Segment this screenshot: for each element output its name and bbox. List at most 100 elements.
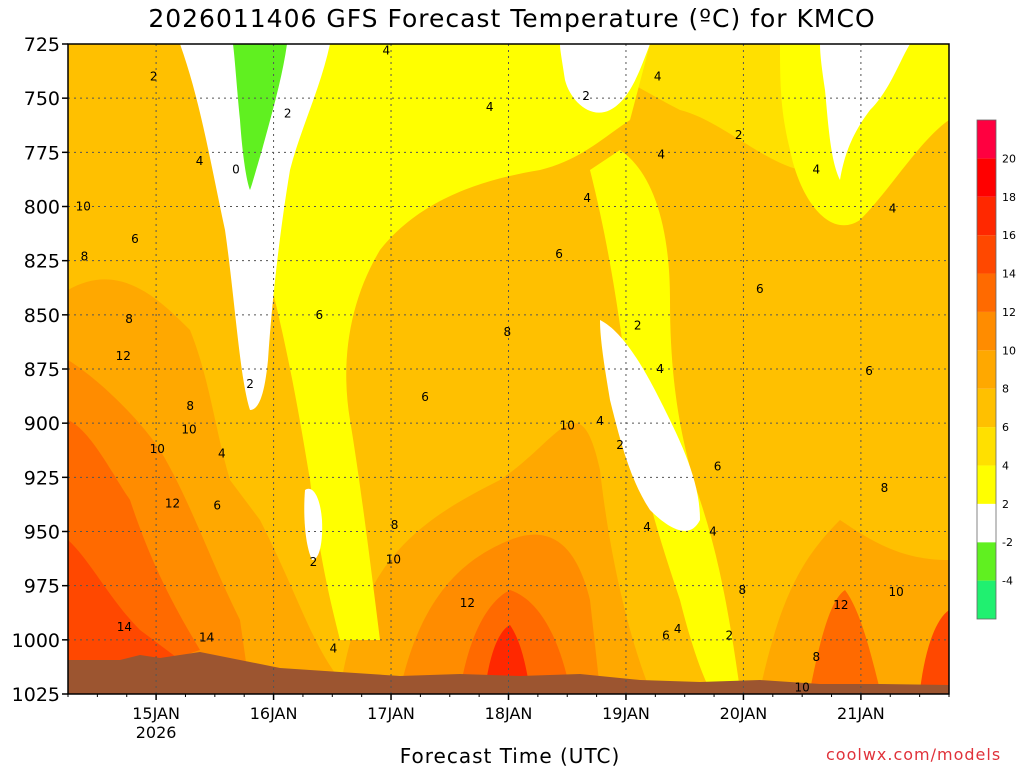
y-tick-label: 850 [24, 305, 60, 327]
x-tick-label: 20JAN [720, 704, 768, 723]
contour-label: 2 [284, 106, 292, 120]
colorbar-label: 10 [1002, 344, 1016, 357]
y-tick-label: 1025 [12, 684, 60, 706]
y-tick-label: 725 [24, 34, 60, 56]
contour-label: 10 [386, 553, 401, 567]
contour-label: 4 [596, 414, 604, 428]
contour-label: 10 [150, 442, 165, 456]
contour-label: 0 [232, 163, 240, 177]
colorbar-label: 4 [1002, 459, 1009, 472]
x-tick-label: 18JAN [485, 704, 533, 723]
colorbar-bin [977, 158, 996, 197]
y-tick-label: 800 [24, 197, 60, 219]
contour-label: 4 [889, 202, 897, 216]
colorbar-bin [977, 503, 996, 543]
colorbar-bin [977, 120, 996, 159]
contour-label: 4 [486, 100, 494, 114]
contour-label: 2 [726, 629, 734, 643]
ground-surface [68, 652, 949, 694]
field-cold-d [304, 488, 323, 560]
grid-lines [68, 43, 949, 695]
contour-label: 4 [218, 447, 226, 461]
contour-label: 10 [181, 423, 196, 437]
y-tick-label: 975 [24, 576, 60, 598]
colorbar-label: 16 [1002, 229, 1016, 242]
contour-label: 6 [865, 364, 873, 378]
contour-label: 2 [616, 438, 624, 452]
colorbar-label: 18 [1002, 191, 1016, 204]
contour-label: 10 [795, 681, 810, 695]
field-cool-d [780, 44, 949, 226]
contour-label: 4 [583, 191, 591, 205]
colorbar-bin [977, 465, 996, 504]
contour-label: 6 [131, 232, 139, 246]
field-warm-j [810, 590, 880, 690]
contour-label: 4 [709, 525, 717, 539]
field-cold-e [560, 44, 650, 113]
field-cold-a [180, 44, 330, 410]
contour-label: 8 [812, 650, 820, 664]
x-tick-label: 15JAN [132, 704, 180, 723]
contour-label: 12 [460, 596, 475, 610]
contour-label: 6 [213, 499, 221, 513]
colorbar-bin [977, 350, 996, 389]
colorbar-label: 20 [1002, 152, 1016, 165]
contour-label: 6 [714, 460, 722, 474]
chart-title: 2026011406 GFS Forecast Temperature (ºC)… [148, 4, 876, 33]
y-tick-label: 900 [24, 413, 60, 435]
colorbar-bin [977, 580, 996, 619]
colorbar-bin [977, 388, 996, 428]
contour-label: 2 [150, 70, 158, 84]
contour-label: 4 [674, 622, 682, 636]
y-tick-label: 775 [24, 142, 60, 164]
contour-label: 4 [196, 154, 204, 168]
contour-label: 6 [316, 308, 324, 322]
y-tick-label: 950 [24, 522, 60, 544]
colorbar-bin [977, 311, 996, 351]
colorbar-frame [976, 119, 997, 620]
contour-label: 10 [888, 585, 903, 599]
contour-label: 8 [504, 325, 512, 339]
contour-label: 2 [582, 89, 590, 103]
contour-label: 4 [656, 362, 664, 376]
contour-label: 12 [165, 496, 180, 510]
y-tick-label: 925 [24, 467, 60, 489]
x-axis-title: Forecast Time (UTC) [399, 744, 621, 768]
x-tick-label: 16JAN [250, 704, 298, 723]
y-tick-label: 825 [24, 251, 60, 273]
colorbar-label: 2 [1002, 498, 1009, 511]
contour-label: 6 [555, 247, 563, 261]
colorbar-label: 14 [1002, 268, 1016, 281]
contour-label: 14 [117, 620, 132, 634]
contour-label: 8 [391, 518, 399, 532]
contour-label: 6 [662, 629, 670, 643]
field-cold-f [820, 44, 910, 180]
y-tick-label: 1000 [12, 630, 60, 652]
contour-label: 6 [756, 282, 764, 296]
source-credit: coolwx.com/models [826, 745, 1002, 764]
contour-label: 2 [634, 319, 642, 333]
colorbar-legend: -4 -2 2 4 6 8 10 12 14 16 18 20 [976, 119, 1016, 620]
contour-label: 12 [833, 598, 848, 612]
field-cold-c [600, 320, 700, 531]
y-tick-label: 875 [24, 359, 60, 381]
colorbar-bin [977, 196, 996, 236]
contour-label: 8 [738, 583, 746, 597]
contour-label: 6 [421, 390, 429, 404]
contour-label: 14 [199, 631, 214, 645]
contour-label: 8 [881, 481, 889, 495]
contour-label: 2 [735, 128, 743, 142]
contour-label: 2 [246, 377, 254, 391]
colorbar-label: -4 [1002, 575, 1013, 588]
colorbar-bin [977, 427, 996, 466]
contour-label: 8 [81, 249, 89, 263]
contour-label: 2 [310, 555, 318, 569]
colorbar-label: -2 [1002, 536, 1013, 549]
contour-label: 4 [383, 44, 391, 58]
contour-label: 10 [76, 200, 91, 214]
colorbar-label: 12 [1002, 306, 1016, 319]
contour-label: 4 [654, 70, 662, 84]
